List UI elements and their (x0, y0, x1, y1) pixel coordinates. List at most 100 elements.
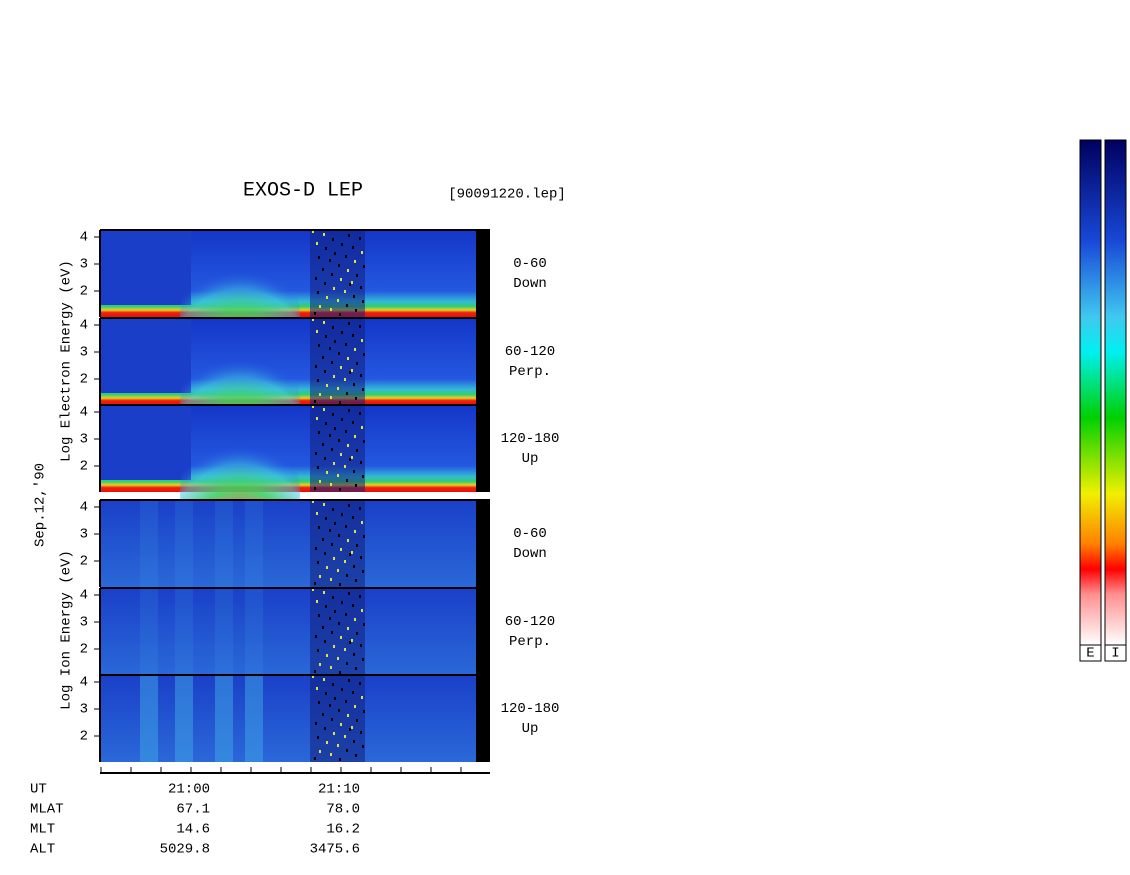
noise-dot (312, 500, 314, 503)
noise-dot (356, 544, 358, 547)
noise-dot (323, 408, 325, 411)
noise-band (310, 500, 365, 587)
noise-dot (354, 348, 356, 351)
row-label: MLAT (30, 802, 64, 818)
noise-dot (348, 592, 350, 595)
noise-dot (353, 295, 355, 298)
noise-dot (338, 622, 340, 625)
noise-dot (326, 296, 328, 299)
noise-dot (312, 675, 314, 678)
noise-dot (352, 516, 354, 519)
noise-dot (322, 626, 324, 629)
noise-dot (316, 417, 318, 420)
noise-band (310, 675, 365, 762)
pitch-range: 120-180 (501, 701, 560, 717)
y-tick-label: 4 (80, 405, 88, 421)
noise-dot (314, 757, 316, 760)
noise-dot (339, 758, 341, 761)
y-tick-label: 3 (80, 432, 88, 448)
noise-dot (346, 662, 348, 665)
noise-dot (363, 710, 365, 713)
noise-dot (348, 322, 350, 325)
noise-dot (333, 732, 335, 735)
row-value: 16.2 (326, 822, 360, 838)
noise-dot (323, 321, 325, 324)
noise-dot (356, 719, 358, 722)
noise-dot (333, 462, 335, 465)
noise-dot (331, 718, 333, 721)
noise-dot (362, 388, 364, 391)
noise-dot (314, 670, 316, 673)
noise-dot (356, 632, 358, 635)
noise-dot (338, 534, 340, 537)
noise-dot (347, 627, 349, 630)
noise-dot (340, 453, 342, 456)
noise-band (310, 588, 365, 675)
noise-dot (351, 281, 353, 284)
noise-dot (337, 744, 339, 747)
row-label: ALT (30, 842, 55, 858)
noise-dot (332, 238, 334, 241)
noise-dot (344, 290, 346, 293)
noise-dot (348, 504, 350, 507)
noise-dot (349, 728, 351, 731)
spectrogram-quiet (101, 405, 191, 480)
noise-dot (361, 339, 363, 342)
noise-dot (339, 488, 341, 491)
noise-dot (351, 456, 353, 459)
noise-dot (337, 657, 339, 660)
noise-dot (337, 299, 339, 302)
noise-dot (361, 696, 363, 699)
noise-dot (315, 547, 317, 550)
noise-dot (345, 525, 347, 528)
noise-dot (315, 277, 317, 280)
noise-dot (329, 617, 331, 620)
colorbar-label: E (1086, 646, 1094, 662)
noise-dot (314, 400, 316, 403)
spectrogram-band (245, 588, 263, 675)
noise-dot (347, 444, 349, 447)
noise-dot (341, 243, 343, 246)
noise-dot (353, 565, 355, 568)
noise-dot (318, 614, 320, 617)
noise-dot (355, 754, 357, 757)
noise-dot (339, 401, 341, 404)
y-tick-label: 3 (80, 702, 88, 718)
pitch-range: 120-180 (501, 431, 560, 447)
noise-dot (338, 264, 340, 267)
noise-dot (319, 393, 321, 396)
row-label: MLT (30, 822, 55, 838)
spectrogram-quiet (101, 230, 191, 305)
noise-dot (324, 282, 326, 285)
noise-dot (361, 251, 363, 254)
noise-dot (324, 640, 326, 643)
noise-dot (315, 365, 317, 368)
noise-dot (312, 230, 314, 233)
noise-dot (334, 697, 336, 700)
noise-band (310, 405, 365, 492)
y-tick-label: 4 (80, 318, 88, 334)
noise-dot (347, 357, 349, 360)
noise-dot (329, 529, 331, 532)
noise-dot (363, 440, 365, 443)
spectrogram (101, 675, 476, 762)
noise-dot (330, 753, 332, 756)
noise-dot (325, 335, 327, 338)
pitch-direction: Down (513, 546, 547, 562)
noise-dot (359, 682, 361, 685)
noise-dot (333, 557, 335, 560)
noise-dot (331, 361, 333, 364)
row-value: 14.6 (176, 822, 210, 838)
noise-dot (349, 283, 351, 286)
noise-dot (359, 412, 361, 415)
noise-dot (325, 692, 327, 695)
noise-dot (344, 560, 346, 563)
noise-dot (331, 631, 333, 634)
noise-dot (318, 431, 320, 434)
colorbar (1079, 139, 1102, 646)
noise-dot (353, 470, 355, 473)
noise-dot (347, 269, 349, 272)
noise-dot (351, 551, 353, 554)
y-tick-label: 4 (80, 500, 88, 516)
